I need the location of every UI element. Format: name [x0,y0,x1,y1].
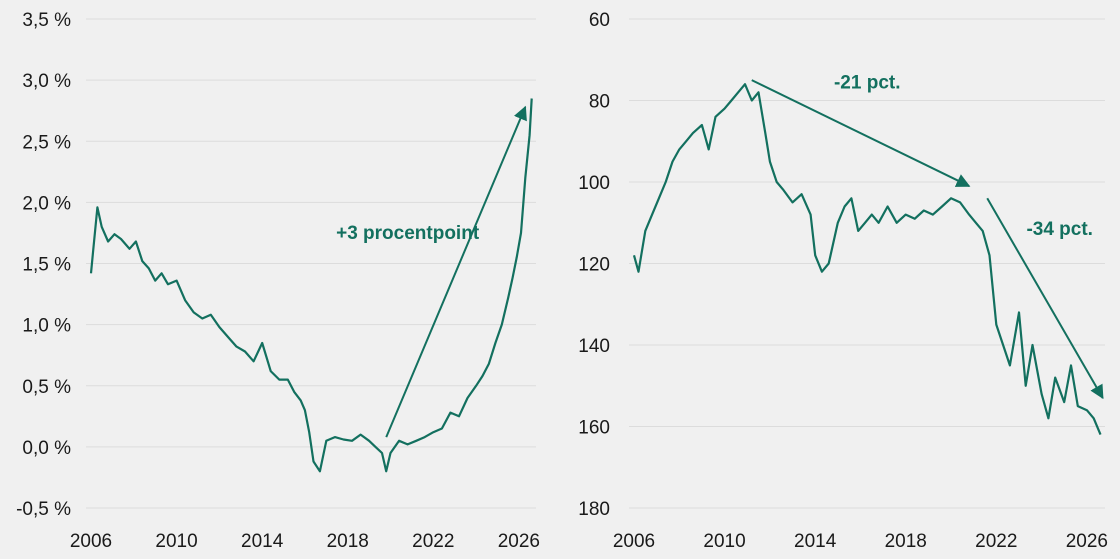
x-tick-label: 2026 [498,531,540,552]
x-tick-label: 2022 [412,531,454,552]
y-tick-label: -0,5 % [16,499,71,520]
trend-arrow [986,197,1104,400]
yield-chart: -0,5 % 0,0 % 0,5 % 1,0 % 1,5 % 2,0 % 2,5 % 3,0 … [16,10,540,552]
x-tick-label: 2006 [70,531,112,552]
y-tick-label: 120 [578,255,610,276]
annotation-label: +3 procentpoint [336,223,480,244]
y-tick-label: 1,5 % [22,255,71,276]
y-tick-label: 180 [578,499,610,520]
x-tick-label: 2006 [613,531,655,552]
series-line [89,98,533,473]
series-line [632,83,1102,436]
y-tick-label: 80 [589,92,610,113]
trend-arrow [751,79,971,187]
x-tick-label: 2010 [155,531,197,552]
y-tick-label: 2,0 % [22,193,71,214]
y-tick-label: 2,5 % [22,132,71,153]
y-tick-label: 0,5 % [22,377,71,398]
y-tick-label: 3,0 % [22,71,71,92]
x-tick-label: 2014 [794,531,837,552]
y-tick-label: 1,0 % [22,316,71,337]
x-tick-label: 2022 [975,531,1017,552]
x-tick-label: 2026 [1066,531,1108,552]
x-tick-label: 2014 [241,531,284,552]
y-tick-label: 140 [578,336,610,357]
x-tick-label: 2010 [703,531,745,552]
y-tick-label: 100 [578,173,610,194]
trend-arrow [385,105,527,438]
y-tick-label: 3,5 % [22,10,71,31]
annotation-label: -21 pct. [834,72,901,93]
annotation-label: -34 pct. [1026,219,1093,240]
y-tick-label: 60 [589,10,610,31]
y-tick-label: 0,0 % [22,438,71,459]
x-tick-label: 2018 [327,531,369,552]
x-tick-label: 2018 [885,531,927,552]
y-tick-label: 160 [578,418,610,439]
